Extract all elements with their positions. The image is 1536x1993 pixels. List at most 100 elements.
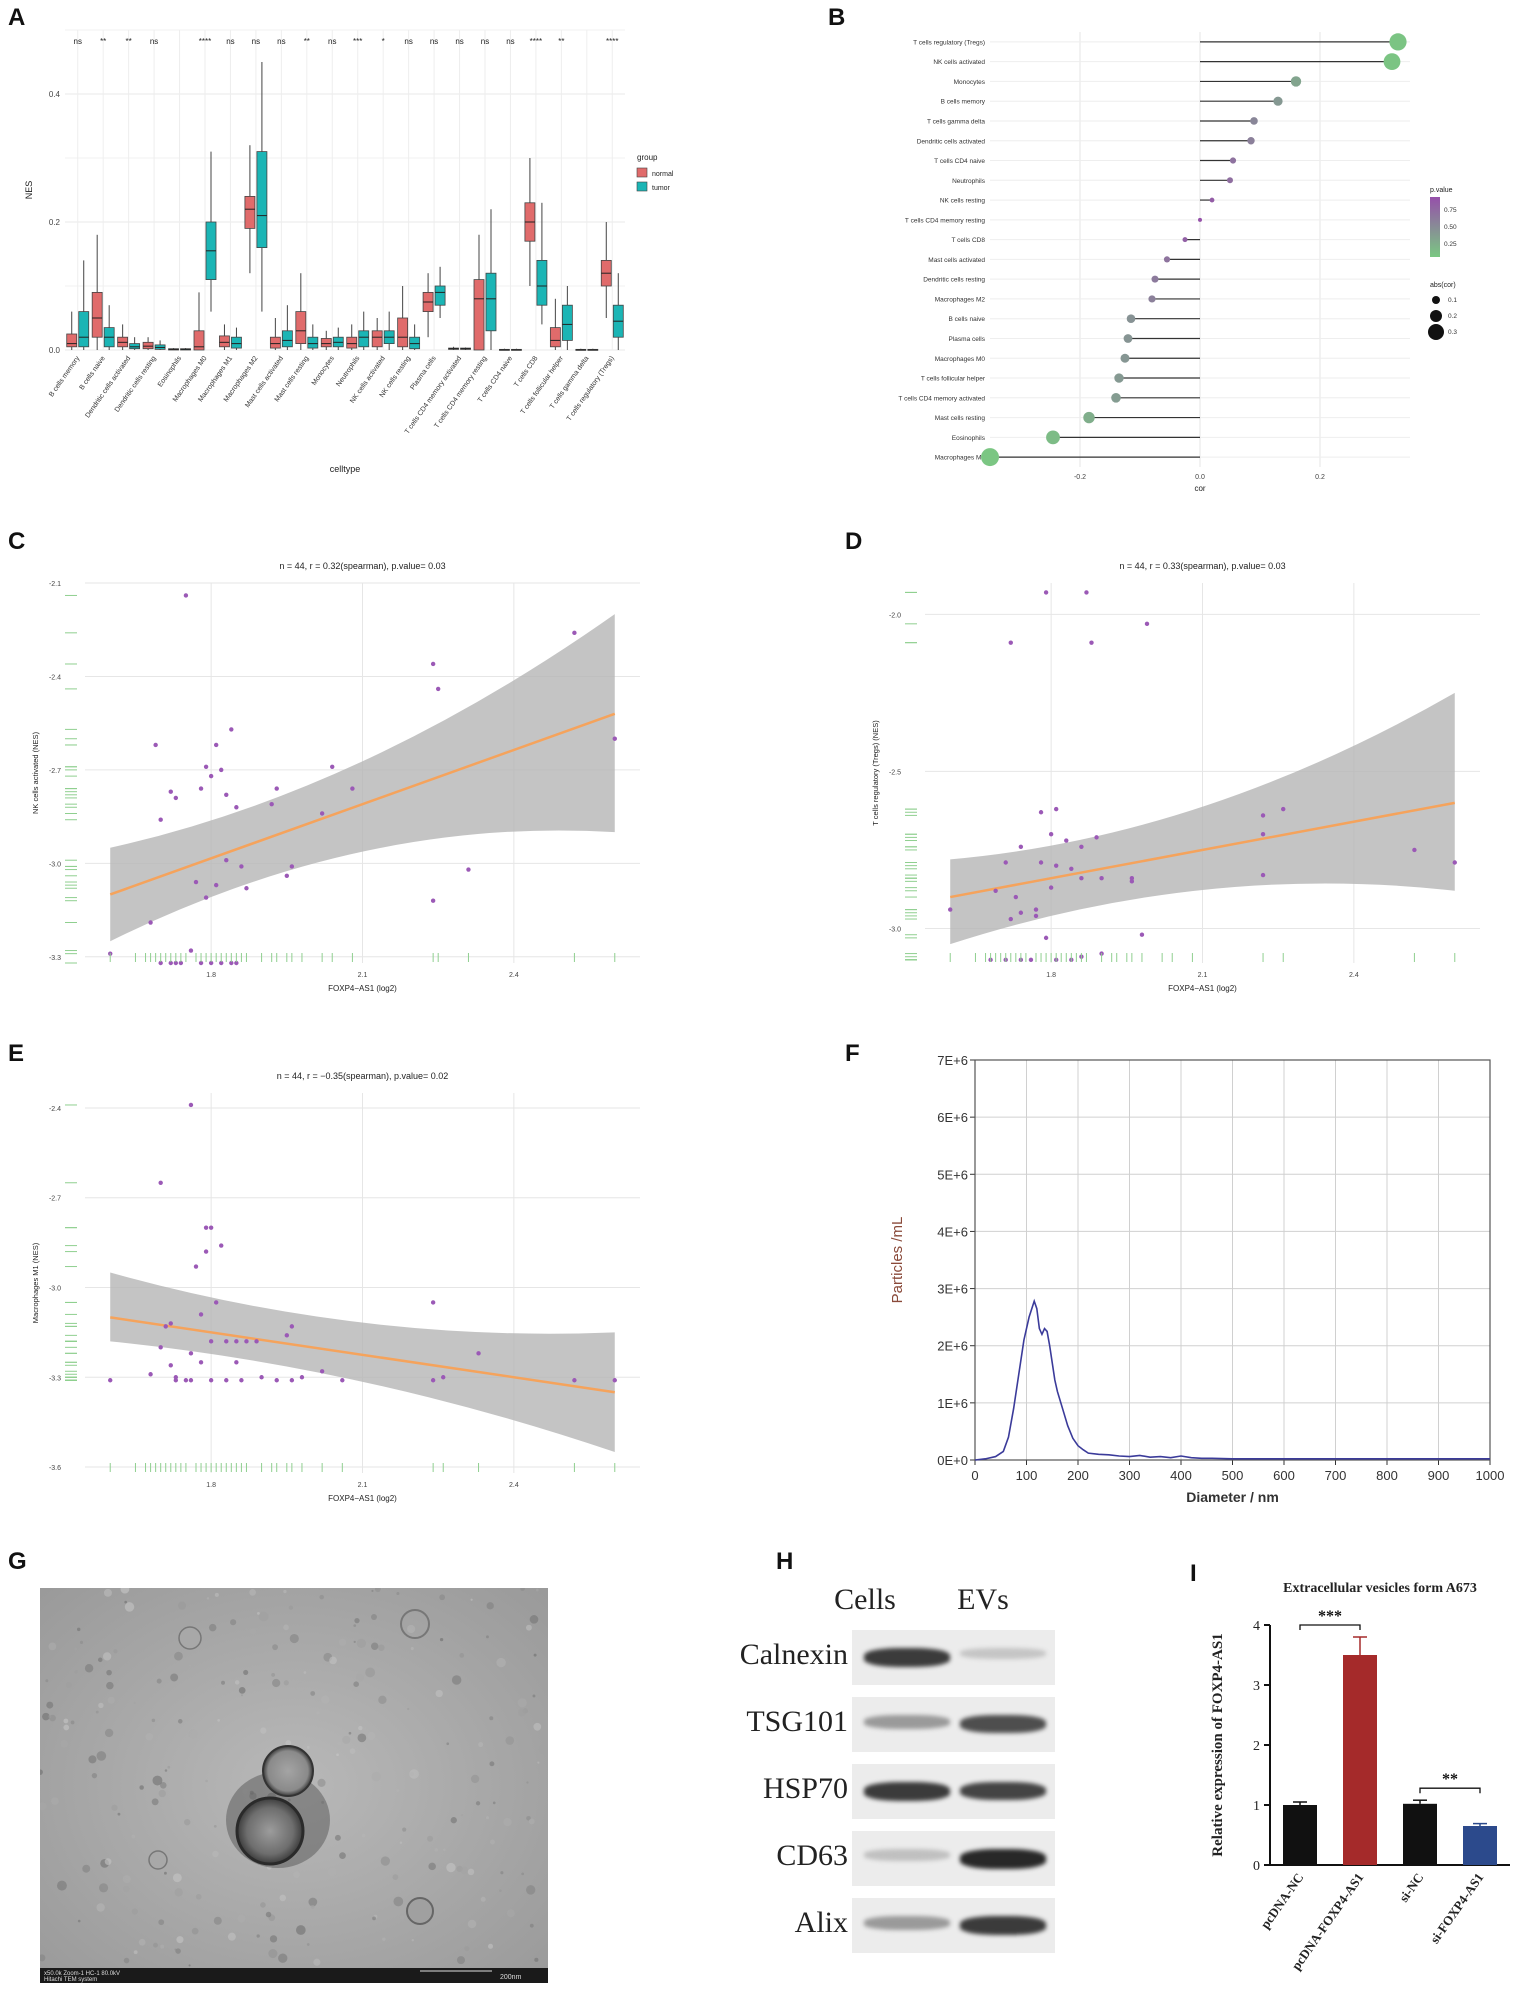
- y-tick-label: -2.5: [889, 769, 901, 776]
- x-tick-label: 2.1: [358, 972, 368, 979]
- scatter-point: [274, 1378, 279, 1383]
- tem-speck: [378, 1644, 385, 1651]
- significance-label: ns: [481, 37, 489, 46]
- tem-speck: [334, 1834, 341, 1841]
- tem-speck: [411, 1939, 414, 1942]
- y-tick-label: 4E+6: [937, 1224, 968, 1239]
- blot-column-evs: EVs: [957, 1583, 1009, 1616]
- box-tumor: [409, 336, 421, 350]
- y-tick-label: 2: [1253, 1739, 1260, 1754]
- tem-speck: [48, 1642, 57, 1651]
- regression-line: [949, 801, 1456, 899]
- tem-speck: [131, 1908, 138, 1915]
- lollipop-dot: [1163, 256, 1171, 263]
- tem-speck: [177, 1719, 183, 1724]
- lollipop-dot: [1229, 157, 1237, 164]
- x-tick-label: 0.0: [1195, 474, 1205, 481]
- scatter-point: [203, 895, 209, 900]
- y-tick-label: 0.0: [49, 346, 61, 355]
- tem-speck: [191, 1927, 199, 1935]
- tem-speck: [230, 1619, 237, 1626]
- tem-speck: [46, 1701, 54, 1709]
- chart-e-scatter: n = 44, r = −0.35(spearman), p.value= 0.…: [31, 1071, 640, 1503]
- regression-line: [109, 712, 616, 896]
- y-tick-label: Plasma cells: [949, 336, 986, 343]
- box-tumor: [281, 330, 293, 348]
- western-blot: Cells EVs Calnexin TSG101 HSP70 CD63 Alix: [700, 1575, 1070, 1990]
- blot-band-cells: [864, 1648, 950, 1667]
- legend-size-tick: 0.2: [1448, 313, 1457, 320]
- y-tick-label: T cells CD8: [952, 237, 986, 244]
- lollipop-dot: [1273, 96, 1283, 106]
- y-tick-label: -2.7: [49, 768, 61, 775]
- scatter-point: [168, 1363, 173, 1368]
- tem-speck: [139, 1785, 144, 1790]
- blot-row-label: HSP70: [762, 1772, 848, 1805]
- scatter-point: [198, 1312, 204, 1317]
- x-tick-label: 0: [971, 1468, 978, 1483]
- tem-speck: [464, 1945, 470, 1952]
- chart-b-lollipop: -0.2 0.0 0.2 T cells regulatory (Tregs) NK c…: [898, 32, 1457, 493]
- x-tick-label: 2.4: [509, 972, 519, 979]
- tem-speck: [336, 1753, 339, 1757]
- scatter-point: [1452, 860, 1457, 865]
- scatter-point: [1129, 879, 1135, 884]
- scatter-point: [219, 960, 224, 966]
- x-tick-label: 400: [1170, 1468, 1192, 1483]
- scatter-point: [148, 920, 153, 925]
- scatter-point: [203, 1249, 209, 1254]
- tem-speck: [96, 1751, 107, 1761]
- tem-speck: [79, 1640, 84, 1644]
- tem-speck: [76, 1627, 81, 1632]
- x-tick-label: Neutrophils: [335, 355, 361, 388]
- scatter-point: [284, 1333, 290, 1338]
- box-tumor: [358, 330, 370, 348]
- tem-micrograph: x50.0k Zoom-1 HC-1 80.0kV Hitachi TEM sy…: [40, 1588, 548, 1983]
- tem-speck: [354, 1618, 360, 1624]
- tem-speck: [249, 1589, 256, 1596]
- scatter-point: [1260, 872, 1266, 878]
- y-tick-label: T cells CD4 memory activated: [898, 395, 985, 402]
- tem-speck: [339, 1852, 346, 1859]
- tem-speck: [111, 1804, 118, 1811]
- x-tick-label: 300: [1119, 1468, 1141, 1483]
- scatter-point: [1033, 913, 1039, 919]
- tem-speck: [151, 1718, 156, 1723]
- scatter-point: [1079, 876, 1084, 881]
- x-tick-label: si-FOXP4-AS1: [1427, 1870, 1487, 1946]
- box-tumor: [231, 336, 242, 349]
- tem-speck: [356, 1638, 367, 1648]
- x-tick-label: 2.4: [509, 1482, 519, 1489]
- tem-speck: [456, 1956, 466, 1965]
- tem-speck: [153, 1942, 158, 1948]
- tem-speck: [70, 1720, 75, 1725]
- scatter-point: [208, 960, 214, 966]
- tem-speck: [188, 1729, 198, 1739]
- legend-size-tick: 0.3: [1448, 329, 1457, 336]
- significance-label: ns: [430, 37, 438, 46]
- box-normal: [219, 335, 230, 348]
- tem-speck: [158, 1789, 166, 1798]
- tem-speck: [358, 1725, 363, 1731]
- tem-speck: [106, 1669, 112, 1676]
- tem-speck: [63, 1718, 69, 1724]
- tem-speck: [442, 1848, 446, 1852]
- tem-speck: [485, 1816, 490, 1820]
- y-tick-label: B cells memory: [941, 99, 986, 106]
- tem-speck: [122, 1875, 131, 1884]
- blot-band-evs: [960, 1849, 1046, 1869]
- tem-speck: [237, 1914, 246, 1923]
- y-tick-label: -3.0: [49, 1285, 61, 1292]
- lollipop-dot: [1290, 76, 1302, 87]
- tem-speck: [214, 1592, 219, 1597]
- regression-line: [110, 1316, 615, 1394]
- scatter-point: [1069, 866, 1074, 871]
- size-distribution-line: [974, 1298, 1490, 1461]
- significance-label: **: [1442, 1771, 1458, 1788]
- lollipop-dot: [1083, 411, 1095, 424]
- scatter-point: [289, 1378, 295, 1383]
- x-tick-label: B cells naive: [79, 355, 107, 391]
- tem-speck: [172, 1873, 182, 1883]
- chart-d-scatter: n = 44, r = 0.33(spearman), p.value= 0.0…: [871, 561, 1480, 993]
- scatter-point: [168, 789, 173, 794]
